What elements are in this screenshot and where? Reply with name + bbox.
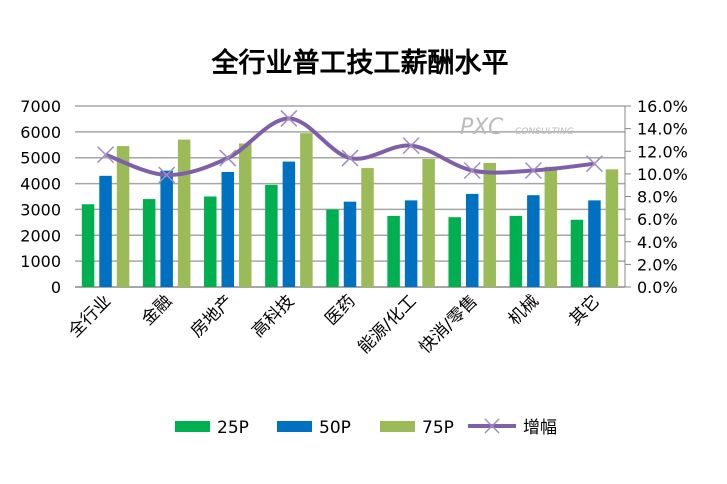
y-right-tick-label: 4.0% — [637, 233, 678, 252]
line-marker-4 — [341, 149, 359, 167]
bar-50P-2 — [221, 171, 235, 287]
y-right-tick-label: 10.0% — [637, 165, 688, 184]
y-left-tick-label: 0 — [51, 278, 61, 297]
y-right-tick-label: 0.0% — [637, 278, 678, 297]
x-tick-label: 医药 — [321, 291, 359, 329]
bar-75P-3 — [300, 133, 313, 287]
line-marker-2 — [219, 149, 237, 167]
line-marker-0 — [97, 146, 115, 164]
x-tick-label: 全行业 — [65, 291, 115, 341]
bar-25P-2 — [204, 196, 217, 287]
y-right-tick-label: 2.0% — [637, 255, 678, 274]
legend-swatch-50P — [277, 421, 312, 432]
x-tick-label: 其它 — [566, 291, 604, 329]
legend-label: 增幅 — [523, 418, 557, 438]
bar-25P-5 — [387, 215, 400, 287]
bar-50P-6 — [465, 193, 479, 287]
bar-50P-7 — [527, 195, 540, 287]
y-right-tick-label: 14.0% — [637, 120, 688, 139]
x-tick-label: 高科技 — [248, 291, 298, 341]
bar-25P-6 — [448, 217, 461, 287]
line-marker-7 — [524, 161, 542, 180]
line-marker-5 — [402, 137, 420, 155]
bar-25P-3 — [265, 184, 278, 287]
y-left-tick-label: 3000 — [20, 200, 61, 219]
x-tick-label: 房地产 — [187, 291, 237, 341]
x-tick-label: 快消/零售 — [415, 291, 481, 357]
x-tick-label: 能源/化工 — [354, 291, 420, 357]
line-marker-6 — [463, 161, 481, 180]
y-left-tick-label: 4000 — [20, 175, 61, 194]
bar-25P-7 — [509, 215, 523, 287]
bar-75P-5 — [422, 159, 435, 287]
bar-75P-4 — [361, 168, 374, 287]
bar-50P-3 — [282, 161, 296, 287]
y-left-tick-label: 7000 — [20, 97, 61, 116]
chart-title: 全行业普工技工薪酬水平 — [211, 47, 509, 79]
legend-label: 75P — [422, 418, 454, 438]
y-right-tick-label: 16.0% — [637, 97, 688, 116]
bar-25P-4 — [326, 209, 339, 287]
y-right-tick-label: 12.0% — [637, 142, 688, 161]
bar-25P-1 — [142, 199, 156, 287]
bar-50P-1 — [160, 170, 173, 287]
legend-marker — [484, 418, 500, 434]
bar-25P-0 — [81, 204, 95, 287]
bar-75P-1 — [177, 139, 191, 287]
bar-75P-0 — [116, 146, 130, 287]
bar-50P-4 — [343, 201, 357, 287]
y-left-tick-label: 2000 — [20, 226, 61, 245]
line-marker-3 — [280, 109, 298, 127]
bar-75P-7 — [544, 166, 558, 287]
bar-50P-8 — [588, 200, 601, 287]
bar-75P-6 — [483, 162, 496, 287]
legend-label: 25P — [217, 418, 249, 438]
bar-75P-8 — [605, 169, 619, 287]
bar-75P-2 — [239, 143, 252, 287]
legend-swatch-75P — [380, 421, 415, 432]
legend-swatch-25P — [175, 421, 210, 432]
watermark-sub: CONSULTING — [515, 127, 574, 137]
legend-label: 50P — [319, 418, 351, 438]
bar-25P-8 — [570, 219, 584, 287]
bar-50P-5 — [404, 200, 418, 287]
y-left-tick-label: 5000 — [20, 149, 61, 168]
watermark: PXC CONSULTING — [460, 115, 574, 140]
line-marker-8 — [585, 155, 603, 173]
y-left-tick-label: 6000 — [20, 123, 61, 142]
x-tick-label: 机械 — [505, 291, 543, 329]
line-marker-1 — [158, 166, 176, 184]
watermark-text: PXC — [460, 115, 504, 140]
y-left-tick-label: 1000 — [20, 252, 61, 271]
line-增幅 — [104, 116, 595, 178]
y-right-tick-label: 6.0% — [637, 210, 678, 229]
bar-50P-0 — [99, 175, 112, 287]
x-tick-label: 金融 — [138, 291, 176, 329]
y-right-tick-label: 8.0% — [637, 188, 678, 207]
